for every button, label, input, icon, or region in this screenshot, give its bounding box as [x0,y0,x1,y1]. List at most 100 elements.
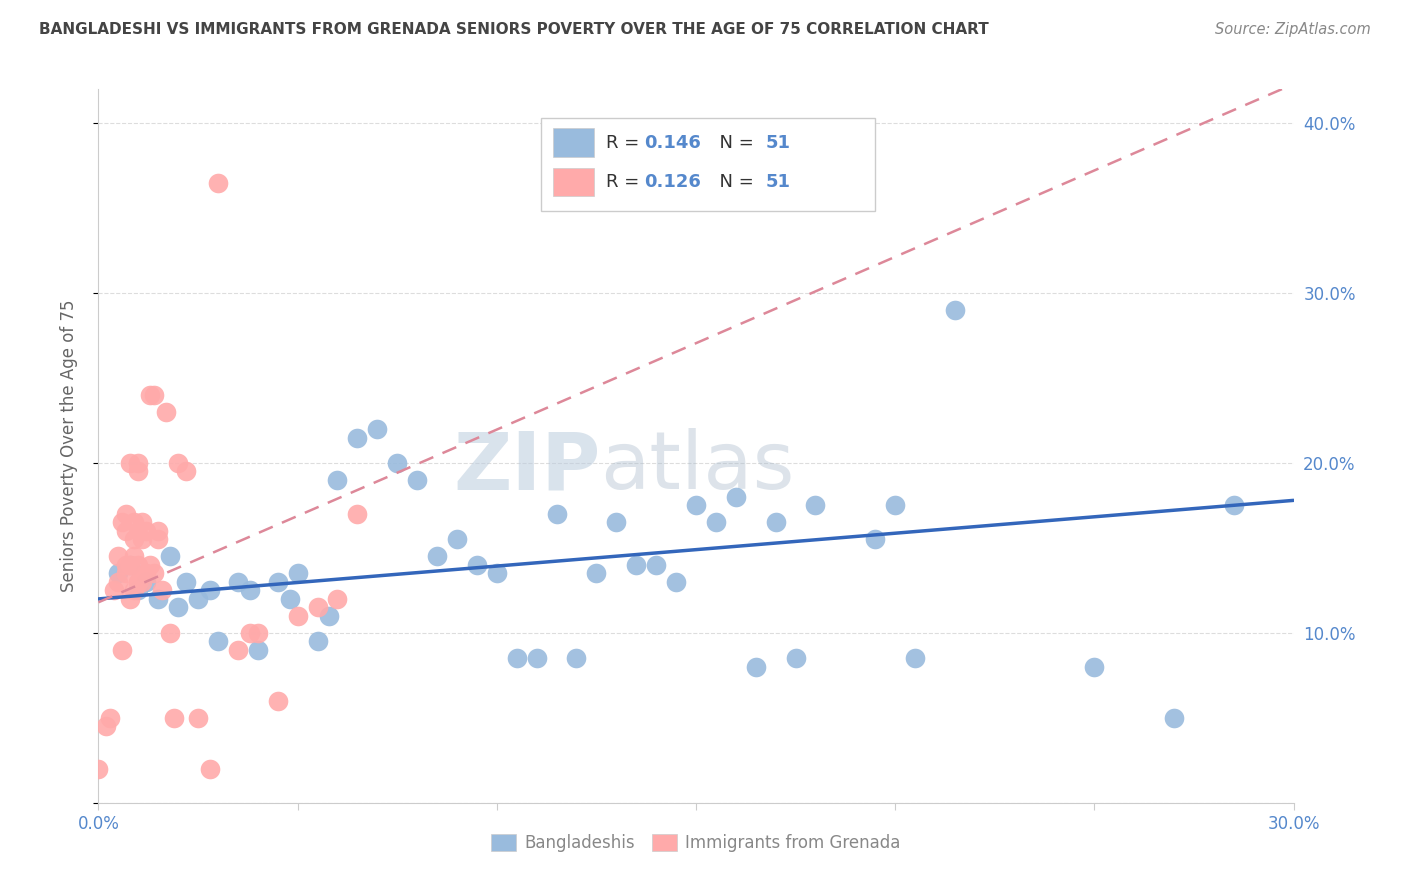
Point [167,600,190,615]
FancyBboxPatch shape [553,168,595,196]
Point [131,574,153,589]
Point [96,719,118,733]
Text: 51: 51 [765,134,790,152]
Text: 0.126: 0.126 [644,173,702,191]
Point [150,583,173,598]
Point [645,558,668,572]
Point [187,711,209,725]
Point [287,608,309,623]
Point [174,574,197,589]
Point [943,303,966,318]
Point [804,499,827,513]
Point [127,456,149,470]
Point [745,660,768,674]
Point [904,651,927,665]
Text: atlas: atlas [600,428,794,507]
Point [346,430,368,444]
Point [546,507,568,521]
Point [120,558,142,572]
Point [139,558,162,572]
Point [131,516,153,530]
Point [1223,499,1246,513]
Point [207,176,229,190]
Text: 51: 51 [765,173,790,191]
Point [115,558,138,572]
Point [174,465,197,479]
Text: Source: ZipAtlas.com: Source: ZipAtlas.com [1215,22,1371,37]
Point [665,574,688,589]
Point [246,626,269,640]
Point [127,558,149,572]
Point [307,634,329,648]
Point [111,643,134,657]
Point [318,608,340,623]
Point [1083,660,1105,674]
Point [226,643,249,657]
Text: ZIP: ZIP [453,428,600,507]
Point [98,711,122,725]
Point [446,533,468,547]
Y-axis label: Seniors Poverty Over the Age of 75: Seniors Poverty Over the Age of 75 [59,300,77,592]
Point [127,465,149,479]
Point [346,507,368,521]
Point [884,499,907,513]
Point [127,583,149,598]
Point [385,456,409,470]
Point [131,533,153,547]
Point [139,388,162,402]
Point [685,499,707,513]
Point [765,516,787,530]
Text: N =: N = [709,134,759,152]
Point [565,651,588,665]
Point [159,549,181,564]
Point [585,566,607,581]
Point [148,533,170,547]
Point [1163,711,1185,725]
Point [326,591,349,606]
Point [135,524,157,538]
Point [120,591,142,606]
Point [246,643,269,657]
Point [127,574,149,589]
Point [207,634,229,648]
Point [239,583,262,598]
Point [148,591,170,606]
Point [506,651,529,665]
Point [148,524,170,538]
Point [187,591,209,606]
Text: R =: R = [606,173,645,191]
Point [485,566,508,581]
Point [159,626,181,640]
Point [526,651,548,665]
Point [465,558,488,572]
Point [287,566,309,581]
Point [135,574,157,589]
Point [124,583,146,598]
Point [107,566,129,581]
Point [124,516,146,530]
Point [704,516,727,530]
Point [143,388,166,402]
Point [103,583,125,598]
Point [167,456,190,470]
Point [267,574,290,589]
Text: 0.146: 0.146 [644,134,702,152]
Point [267,694,290,708]
Point [124,533,146,547]
Text: N =: N = [709,173,759,191]
FancyBboxPatch shape [553,128,595,157]
Point [278,591,301,606]
Point [626,558,648,572]
Point [605,516,627,530]
Point [724,490,747,504]
Text: BANGLADESHI VS IMMIGRANTS FROM GRENADA SENIORS POVERTY OVER THE AGE OF 75 CORREL: BANGLADESHI VS IMMIGRANTS FROM GRENADA S… [39,22,988,37]
Point [326,473,349,487]
Point [155,405,177,419]
Point [115,507,138,521]
Point [120,456,142,470]
Point [226,574,249,589]
Point [115,524,138,538]
Point [239,626,262,640]
Point [115,566,138,581]
Point [865,533,887,547]
